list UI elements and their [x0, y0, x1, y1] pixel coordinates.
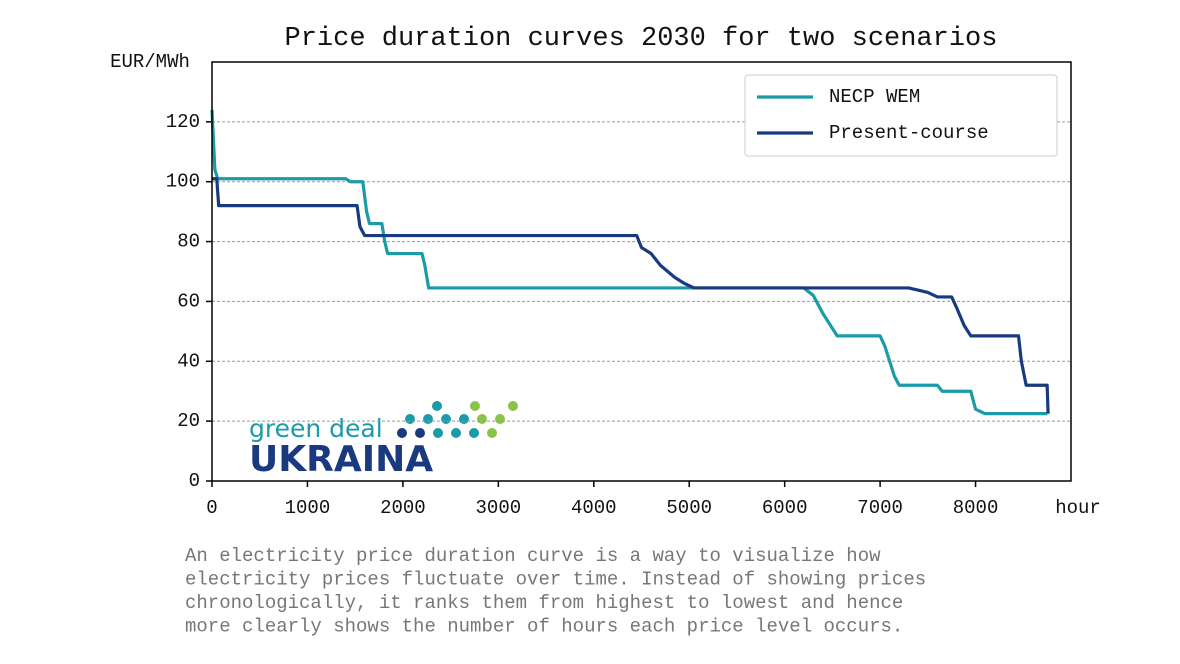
x-tick-label: 0	[206, 497, 217, 519]
y-tick-label: 100	[166, 171, 200, 193]
y-tick-label: 60	[177, 290, 200, 312]
logo-text: UKRAINA	[249, 439, 433, 480]
caption-line: chronologically, it ranks them from high…	[185, 592, 903, 614]
plot-frame	[211, 61, 1072, 482]
x-axis-label: hour	[1055, 497, 1101, 519]
y-tick-label: 20	[177, 410, 200, 432]
caption-line: An electricity price duration curve is a…	[185, 545, 881, 567]
x-tick-label: 4000	[571, 497, 617, 519]
y-axis-label: EUR/MWh	[110, 51, 190, 73]
legend-label: Present-course	[829, 122, 989, 144]
x-tick-label: 1000	[285, 497, 331, 519]
series-line	[212, 177, 1050, 414]
chart-title: Price duration curves 2030 for two scena…	[285, 24, 998, 54]
legend-box	[744, 74, 1058, 157]
y-tick-label: 0	[189, 470, 200, 492]
logo-text: green deal	[249, 414, 383, 443]
caption-line: electricity prices fluctuate over time. …	[185, 569, 926, 591]
x-tick-label: 6000	[762, 497, 808, 519]
legend-label: NECP WEM	[829, 86, 920, 108]
y-tick-label: 40	[177, 350, 200, 372]
x-tick-label: 8000	[953, 497, 999, 519]
y-tick-label: 120	[166, 111, 200, 133]
series-line	[210, 109, 1048, 416]
y-tick-label: 80	[177, 231, 200, 253]
x-tick-label: 3000	[476, 497, 522, 519]
logo: green deal UKRAINA	[249, 401, 518, 480]
x-tick-label: 7000	[857, 497, 903, 519]
logo-dots	[397, 401, 518, 438]
x-tick-label: 2000	[380, 497, 426, 519]
legend: NECP WEM Present-course	[744, 74, 1058, 157]
x-tick-label: 5000	[666, 497, 712, 519]
caption-line: more clearly shows the number of hours e…	[185, 616, 903, 638]
